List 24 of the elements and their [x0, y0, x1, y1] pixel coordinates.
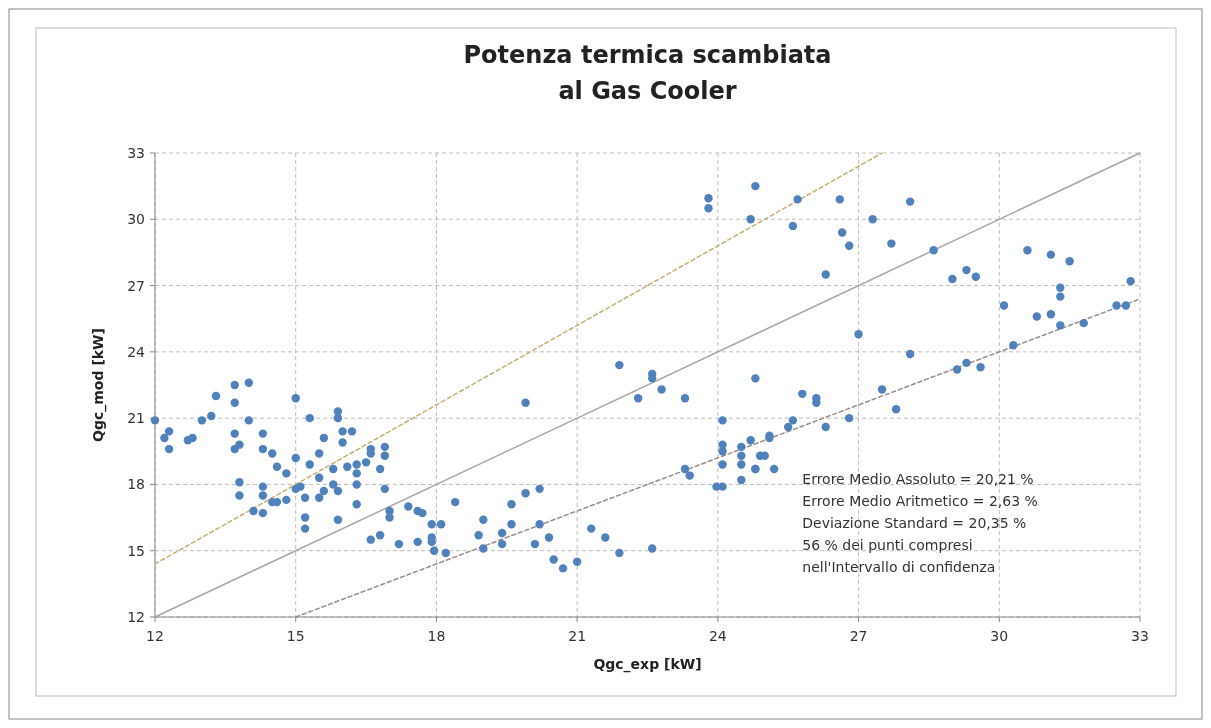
x-tick-label: 12	[146, 628, 164, 644]
annotation: Errore Medio Aritmetico = 2,63 %	[802, 493, 1038, 510]
x-tick-label: 18	[427, 628, 446, 644]
x-tick-label: 30	[990, 628, 1009, 644]
x-axis-title: Qgc_exp [kW]	[593, 656, 702, 673]
x-tick-label: 24	[708, 628, 727, 644]
y-tick-label: 30	[127, 211, 145, 228]
y-axis-title: Qgc_mod [kW]	[90, 328, 107, 442]
y-tick-label: 33	[127, 145, 145, 161]
annotation: Errore Medio Assoluto = 20,21 %	[802, 471, 1034, 488]
x-tick-label: 27	[849, 628, 868, 644]
y-tick-label: 12	[127, 609, 145, 625]
x-tick-label: 15	[286, 628, 305, 644]
y-tick-label: 18	[127, 476, 145, 493]
y-tick-label: 24	[127, 343, 146, 360]
annotation: 56 % dei punti compresi	[802, 537, 973, 554]
annotation: nell'Intervallo di confidenza	[802, 559, 996, 576]
y-tick-label: 27	[127, 277, 145, 294]
x-tick-label: 33	[1131, 628, 1149, 644]
x-tick-label: 21	[568, 628, 587, 644]
y-tick-label: 21	[127, 410, 145, 427]
chart-title: Potenza termica scambiata al Gas Cooler	[463, 41, 832, 105]
y-tick-label: 15	[127, 542, 145, 559]
annotation: Deviazione Standard = 20,35 %	[802, 515, 1027, 532]
